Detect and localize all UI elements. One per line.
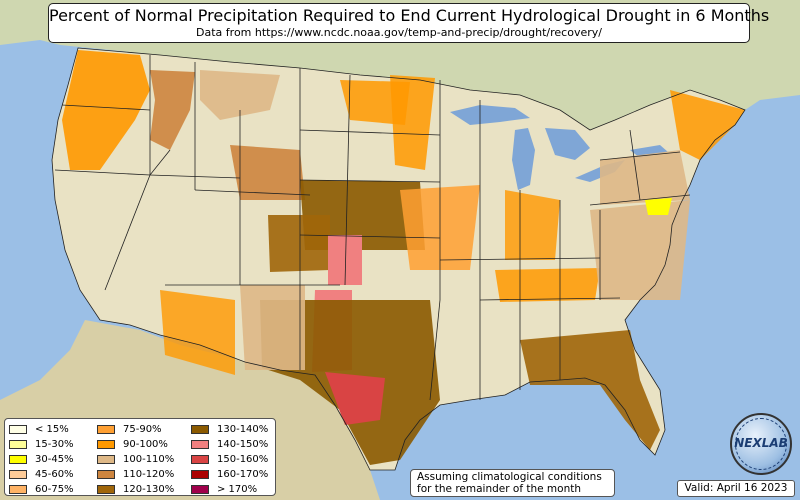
zone-virginia-carolinas — [590, 200, 690, 300]
zone-texas-red — [325, 372, 385, 425]
legend-label: 150-160% — [217, 454, 269, 465]
legend-item: < 15% — [9, 422, 74, 437]
legend-swatch — [97, 425, 115, 434]
legend-item: 120-130% — [97, 482, 174, 497]
legend-label: 110-120% — [123, 469, 175, 480]
legend-swatch — [191, 485, 209, 494]
legend-label: 75-90% — [123, 424, 162, 435]
legend-item: 100-110% — [97, 452, 174, 467]
zone-montana — [200, 70, 280, 120]
zone-kansas-nebraska — [300, 180, 425, 250]
zone-colorado — [268, 215, 330, 272]
note-line-2: for the remainder of the month — [417, 483, 582, 495]
zone-oklahoma-hot — [328, 235, 362, 285]
zone-midwest — [505, 190, 560, 260]
legend-label: 15-30% — [35, 439, 74, 450]
legend-item: 160-170% — [191, 467, 268, 482]
legend-label: 130-140% — [217, 424, 269, 435]
legend-swatch — [97, 485, 115, 494]
legend-swatch — [191, 470, 209, 479]
climatology-note: Assuming climatological conditions for t… — [410, 469, 615, 497]
valid-date: Valid: April 16 2023 — [677, 480, 795, 497]
legend-label: > 170% — [217, 484, 258, 495]
legend-swatch — [191, 455, 209, 464]
zone-pennsylvania — [600, 150, 690, 205]
zone-idaho — [150, 70, 195, 150]
legend-swatch — [9, 485, 27, 494]
logo-ring — [735, 418, 787, 470]
legend-item: 75-90% — [97, 422, 174, 437]
zone-tennessee — [495, 268, 600, 302]
legend-swatch — [97, 440, 115, 449]
legend-column-3: 130-140% 140-150% 150-160% 160-170% > 17… — [191, 422, 268, 497]
zone-northeast — [670, 90, 745, 160]
zone-pacific-northwest — [62, 50, 150, 170]
nexlab-logo: NEXLAB — [730, 413, 792, 475]
legend-item: 60-75% — [9, 482, 74, 497]
lake-superior — [450, 105, 530, 125]
legend-label: 45-60% — [35, 469, 74, 480]
legend-label: 100-110% — [123, 454, 175, 465]
map-subtitle: Data from https://www.ncdc.noaa.gov/temp… — [196, 26, 602, 39]
legend-swatch — [97, 470, 115, 479]
legend-swatch — [9, 425, 27, 434]
state-borders — [51, 47, 746, 471]
zone-maryland — [645, 198, 672, 215]
legend-label: 30-45% — [35, 454, 74, 465]
legend-label: 90-100% — [123, 439, 168, 450]
legend-label: 120-130% — [123, 484, 175, 495]
note-line-1: Assuming climatological conditions — [417, 471, 602, 483]
legend-item: 90-100% — [97, 437, 174, 452]
zone-georgia-florida — [520, 330, 660, 450]
legend-item: 150-160% — [191, 452, 268, 467]
legend-item: > 170% — [191, 482, 268, 497]
legend-label: < 15% — [35, 424, 69, 435]
legend-column-2: 75-90% 90-100% 100-110% 110-120% 120-130… — [97, 422, 174, 497]
legend-item: 140-150% — [191, 437, 268, 452]
legend-column-1: < 15% 15-30% 30-45% 45-60% 60-75% — [9, 422, 74, 497]
zone-wyoming — [230, 145, 305, 200]
legend-swatch — [9, 455, 27, 464]
legend-item: 110-120% — [97, 467, 174, 482]
legend-item: 130-140% — [191, 422, 268, 437]
legend-swatch — [191, 425, 209, 434]
lake-ontario — [630, 145, 668, 158]
legend-item: 30-45% — [9, 452, 74, 467]
zone-new-mexico — [240, 285, 305, 370]
legend-label: 140-150% — [217, 439, 269, 450]
legend-item: 15-30% — [9, 437, 74, 452]
legend-label: 160-170% — [217, 469, 269, 480]
legend: < 15% 15-30% 30-45% 45-60% 60-75% 75-90%… — [4, 418, 276, 496]
zone-arizona — [160, 290, 235, 375]
lake-michigan — [512, 128, 535, 190]
zone-minnesota — [390, 75, 435, 170]
legend-item: 45-60% — [9, 467, 74, 482]
logo-text: NEXLAB — [734, 436, 788, 450]
title-box: Percent of Normal Precipitation Required… — [48, 3, 770, 43]
lake-huron — [545, 128, 590, 160]
legend-label: 60-75% — [35, 484, 74, 495]
legend-swatch — [9, 440, 27, 449]
legend-swatch — [191, 440, 209, 449]
legend-swatch — [9, 470, 27, 479]
map-title: Percent of Normal Precipitation Required… — [49, 6, 770, 25]
legend-swatch — [97, 455, 115, 464]
